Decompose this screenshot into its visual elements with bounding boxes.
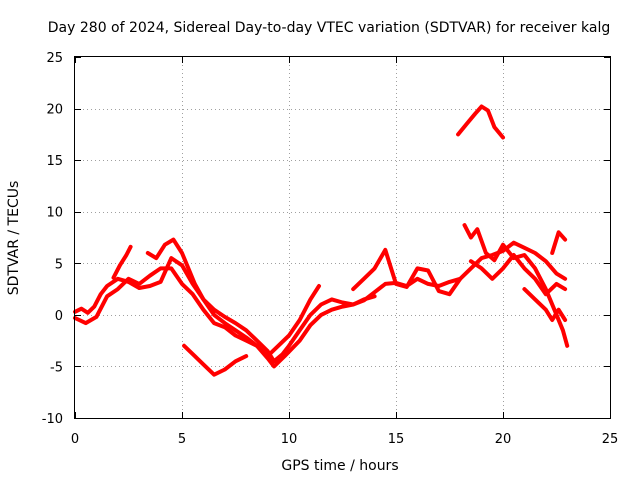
series-track-7 xyxy=(456,104,505,140)
y-tick-label: 0 xyxy=(55,309,63,324)
x-axis-label: GPS time / hours xyxy=(281,458,398,474)
x-tick-label: 10 xyxy=(281,432,298,447)
y-tick-label: 25 xyxy=(46,51,63,66)
x-tick-label: 0 xyxy=(71,432,79,447)
y-tick-label: 15 xyxy=(46,154,63,169)
y-tick-label: -5 xyxy=(50,360,63,375)
chart-title: Day 280 of 2024, Sidereal Day-to-day VTE… xyxy=(48,20,610,36)
series-track-6 xyxy=(351,247,463,297)
series-track-11 xyxy=(550,230,568,255)
series-track-2 xyxy=(73,266,377,369)
grid-lines xyxy=(75,57,610,418)
x-tick-label: 20 xyxy=(495,432,512,447)
y-tick-label: 5 xyxy=(55,257,63,272)
axis-ticks xyxy=(75,57,611,419)
series-track-5 xyxy=(182,343,249,377)
series-track-4 xyxy=(111,244,133,280)
y-tick-label: 10 xyxy=(46,206,63,221)
tick-labels: 0 5 10 15 20 25 -10 -5 0 5 10 15 20 25 xyxy=(42,51,619,447)
plot-frame xyxy=(74,56,611,419)
series-track-3 xyxy=(145,237,321,359)
y-tick-label: -10 xyxy=(42,412,63,427)
series-track-10 xyxy=(522,287,568,322)
x-tick-label: 5 xyxy=(178,432,186,447)
series-track-1 xyxy=(73,240,568,364)
y-tick-label: 20 xyxy=(46,103,63,118)
y-axis-label: SDTVAR / TECUs xyxy=(6,181,22,296)
x-tick-label: 25 xyxy=(602,432,619,447)
x-tick-label: 15 xyxy=(388,432,405,447)
data-series xyxy=(73,104,570,377)
series-track-9 xyxy=(468,253,568,297)
